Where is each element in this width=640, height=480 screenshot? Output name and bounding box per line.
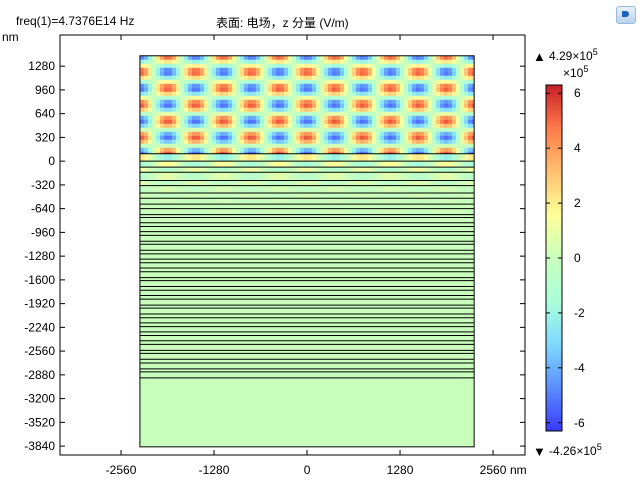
y-tick-label: 960 [35,83,55,97]
y-tick-label: 1280 [28,59,55,73]
y-tick-label: -3520 [24,415,55,429]
colorbar-min-label: -4.26×105 [549,442,602,458]
colorbar-tick-label: -2 [574,306,585,320]
y-tick-label: -3200 [24,392,55,406]
colorbar-tick-label: 0 [574,251,581,265]
superstrate-field-pattern [139,55,475,157]
colorbar: ▲ 4.29×105 ×105 6 4 2 0 -2 -4 -6 ▼ -4.26×105 [533,47,602,459]
domain-border [139,55,475,448]
colorbar-max-arrow-icon: ▲ [533,49,546,64]
app-logo-icon[interactable] [616,6,636,24]
surface-plot-title: 表面: 电场，z 分量 (V/m) [216,16,349,30]
y-tick-label: -320 [31,178,55,192]
colorbar-tick-label: 2 [574,196,581,210]
frequency-title: freq(1)=4.7376E14 Hz [16,14,135,28]
y-tick-label: -960 [31,225,55,239]
x-tick-label: 0 [304,463,311,477]
colorbar-scale-label: ×105 [563,64,588,80]
y-tick-label: 320 [35,130,55,144]
y-tick-label: -1600 [24,273,55,287]
x-tick-label: 1280 [387,463,414,477]
stack-field-stripes [139,153,475,215]
colorbar-max-label: 4.29×105 [549,47,598,63]
colorbar-tick-label: -4 [574,361,585,375]
y-tick-label: -640 [31,202,55,216]
y-tick-label: -1280 [24,249,55,263]
x-axis-unit: nm [510,463,527,477]
y-axis-unit: nm [2,30,19,44]
colorbar-tick-label: 4 [574,141,581,155]
y-tick-label: -2240 [24,320,55,334]
y-tick-label: -2560 [24,344,55,358]
y-tick-label: -2880 [24,368,55,382]
y-tick-label: 640 [35,107,55,121]
substrate-region [139,377,475,447]
x-tick-label: -1280 [199,463,230,477]
y-tick-label: -3840 [24,439,55,453]
x-tick-label: 2560 [480,463,507,477]
colorbar-min-arrow-icon: ▼ [533,444,546,459]
colorbar-tick-label: 6 [574,86,581,100]
colorbar-tick-label: -6 [574,416,585,430]
y-tick-label: 0 [48,154,55,168]
x-tick-label: -2560 [106,463,137,477]
y-tick-label: -1920 [24,297,55,311]
